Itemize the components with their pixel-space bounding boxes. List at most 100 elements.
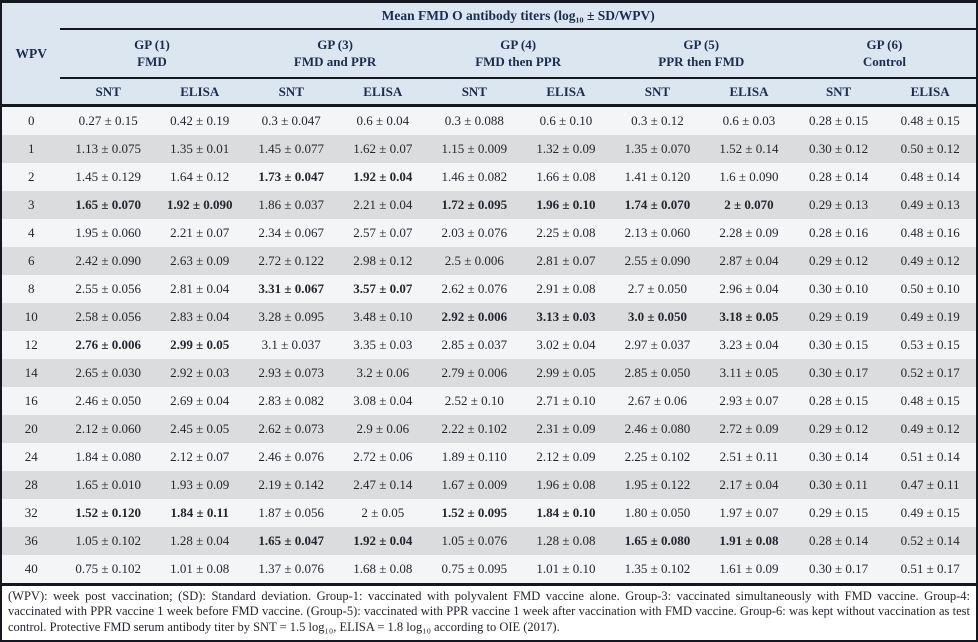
titer-value: 2.51 ± 0.11 xyxy=(719,449,779,464)
titer-value: 3.57 ± 0.07 xyxy=(353,281,413,296)
table-row: 40 0.75 ± 0.102 1.01 ± 0.08 1.37 ± 0.076 1.6… xyxy=(2,555,976,583)
titer-value: 2.12 ± 0.060 xyxy=(75,421,141,436)
titer-value: 1.65 ± 0.047 xyxy=(258,533,325,548)
table-row: 10 2.58 ± 0.056 2.83 ± 0.04 3.28 ± 0.095 3.4… xyxy=(2,303,976,331)
titer-value: 0.30 ± 0.17 xyxy=(809,365,869,380)
titer-value: 3.11 ± 0.05 xyxy=(719,365,779,380)
method-header-elisa: ELISA xyxy=(705,78,793,107)
group-subtitle: FMD and PPR xyxy=(293,53,377,69)
titer-value: 0.6 ± 0.03 xyxy=(722,113,776,128)
titer-value: 0.30 ± 0.12 xyxy=(809,141,869,156)
titer-value: 3.08 ± 0.04 xyxy=(353,393,413,408)
titer-value: 0.49 ± 0.12 xyxy=(900,253,960,268)
wpv-value: 32 xyxy=(24,505,38,520)
titer-value: 1.65 ± 0.070 xyxy=(75,197,141,212)
titer-value: 1.72 ± 0.095 xyxy=(441,197,508,212)
titer-value: 2.99 ± 0.05 xyxy=(170,337,230,352)
titer-value: 2.47 ± 0.14 xyxy=(353,477,413,492)
table-row: 4 1.95 ± 0.060 2.21 ± 0.07 2.34 ± 0.067 2.57… xyxy=(2,219,976,247)
titer-value: 1.95 ± 0.060 xyxy=(75,225,141,240)
titer-value: 1.97 ± 0.07 xyxy=(719,505,779,520)
titer-value: 2.03 ± 0.076 xyxy=(441,225,508,240)
titer-value: 1.41 ± 0.120 xyxy=(624,169,691,184)
titer-value: 3.48 ± 0.10 xyxy=(353,309,413,324)
titer-value: 3.23 ± 0.04 xyxy=(719,337,779,352)
titer-value: 0.30 ± 0.10 xyxy=(809,281,869,296)
titer-value: 1.37 ± 0.076 xyxy=(258,561,325,576)
titer-value: 2.72 ± 0.06 xyxy=(353,449,413,464)
group-name: GP (1) xyxy=(134,36,170,52)
titer-value: 2.45 ± 0.05 xyxy=(170,421,230,436)
titer-value: 0.48 ± 0.16 xyxy=(900,225,960,240)
titer-value: 1.92 ± 0.04 xyxy=(353,169,413,184)
titer-value: 0.48 ± 0.15 xyxy=(900,113,960,128)
titer-value: 1.68 ± 0.08 xyxy=(353,561,413,576)
titer-value: 2.25 ± 0.102 xyxy=(624,449,691,464)
titer-value: 0.50 ± 0.12 xyxy=(900,141,960,156)
titer-value: 0.49 ± 0.19 xyxy=(900,309,960,324)
titer-value: 0.52 ± 0.14 xyxy=(900,533,960,548)
titer-value: 1.52 ± 0.120 xyxy=(75,505,141,520)
titer-value: 1.01 ± 0.10 xyxy=(536,561,596,576)
group-header-gp3: GP (3) FMD and PPR xyxy=(243,29,427,79)
titer-value: 2.62 ± 0.073 xyxy=(258,421,325,436)
titer-value: 2.46 ± 0.076 xyxy=(258,449,325,464)
table-row: 20 2.12 ± 0.060 2.45 ± 0.05 2.62 ± 0.073 2.9… xyxy=(2,415,976,443)
titer-value: 0.3 ± 0.088 xyxy=(444,113,504,128)
table-row: 16 2.46 ± 0.050 2.69 ± 0.04 2.83 ± 0.082 3.0… xyxy=(2,387,976,415)
table-header: WPV Mean FMD O antibody titers (log₁₀ ± … xyxy=(2,3,976,107)
table-body: 0 0.27 ± 0.15 0.42 ± 0.19 0.3 ± 0.047 0.6 ± … xyxy=(2,105,976,583)
titer-value: 0.49 ± 0.12 xyxy=(900,421,960,436)
group-header-gp4: GP (4) FMD then PPR xyxy=(426,29,610,79)
titer-value: 0.3 ± 0.047 xyxy=(261,113,321,128)
titer-value: 1.52 ± 0.095 xyxy=(441,505,508,520)
titer-value: 1.73 ± 0.047 xyxy=(258,169,325,184)
titer-value: 2.81 ± 0.07 xyxy=(536,253,596,268)
titer-value: 3.1 ± 0.037 xyxy=(261,337,321,352)
titer-value: 2.28 ± 0.09 xyxy=(719,225,779,240)
titer-value: 1.6 ± 0.090 xyxy=(719,169,779,184)
titer-value: 2.92 ± 0.006 xyxy=(441,309,508,324)
wpv-value: 2 xyxy=(27,169,35,184)
method-header-snt: SNT xyxy=(60,78,156,107)
titer-value: 0.53 ± 0.15 xyxy=(900,337,960,352)
titer-value: 0.29 ± 0.19 xyxy=(809,309,869,324)
table-row: 36 1.05 ± 0.102 1.28 ± 0.04 1.65 ± 0.047 1.9… xyxy=(2,527,976,555)
titer-value: 2.72 ± 0.09 xyxy=(719,421,779,436)
titer-value: 1.46 ± 0.082 xyxy=(441,169,508,184)
titer-value: 0.28 ± 0.14 xyxy=(809,169,869,184)
titer-value: 2.99 ± 0.05 xyxy=(536,365,596,380)
method-header-snt: SNT xyxy=(243,78,339,107)
titer-value: 1.80 ± 0.050 xyxy=(624,505,691,520)
titer-value: 1.96 ± 0.08 xyxy=(536,477,596,492)
titer-value: 2.93 ± 0.073 xyxy=(258,365,325,380)
titer-value: 2.65 ± 0.030 xyxy=(75,365,141,380)
titer-value: 2 ± 0.070 xyxy=(724,197,774,212)
table-row: 24 1.84 ± 0.080 2.12 ± 0.07 2.46 ± 0.076 2.7… xyxy=(2,443,976,471)
wpv-value: 10 xyxy=(24,309,38,324)
titer-value: 1.91 ± 0.08 xyxy=(719,533,779,548)
titer-value: 2.42 ± 0.090 xyxy=(75,253,141,268)
titer-value: 2.85 ± 0.037 xyxy=(441,337,508,352)
titer-value: 1.35 ± 0.070 xyxy=(624,141,691,156)
wpv-value: 4 xyxy=(27,225,35,240)
titer-value: 2.13 ± 0.060 xyxy=(624,225,691,240)
group-name: GP (5) xyxy=(683,36,720,52)
titer-value: 2.62 ± 0.076 xyxy=(441,281,508,296)
antibody-titer-table: WPV Mean FMD O antibody titers (log₁₀ ± … xyxy=(2,3,976,583)
method-header-elisa: ELISA xyxy=(155,78,244,107)
titer-value: 2.31 ± 0.09 xyxy=(536,421,596,436)
titer-value: 0.29 ± 0.12 xyxy=(809,421,869,436)
title-row: WPV Mean FMD O antibody titers (log₁₀ ± … xyxy=(2,3,976,107)
titer-value: 2.7 ± 0.050 xyxy=(627,281,687,296)
table-row: 1 1.13 ± 0.075 1.35 ± 0.01 1.45 ± 0.077 1.62… xyxy=(2,135,976,163)
titer-value: 0.52 ± 0.17 xyxy=(900,365,960,380)
titer-value: 3.18 ± 0.05 xyxy=(719,309,779,324)
wpv-column-header: WPV xyxy=(2,3,61,107)
table-row: 2 1.45 ± 0.129 1.64 ± 0.12 1.73 ± 0.047 1.92… xyxy=(2,163,976,191)
titer-value: 2.71 ± 0.10 xyxy=(536,393,596,408)
method-header-row: SNT ELISA SNT ELISA SNT ELISA SNT ELISA … xyxy=(2,78,976,107)
table-row: 14 2.65 ± 0.030 2.92 ± 0.03 2.93 ± 0.073 3.2… xyxy=(2,359,976,387)
titer-value: 2 ± 0.05 xyxy=(361,505,405,520)
titer-value: 3.13 ± 0.03 xyxy=(536,309,596,324)
